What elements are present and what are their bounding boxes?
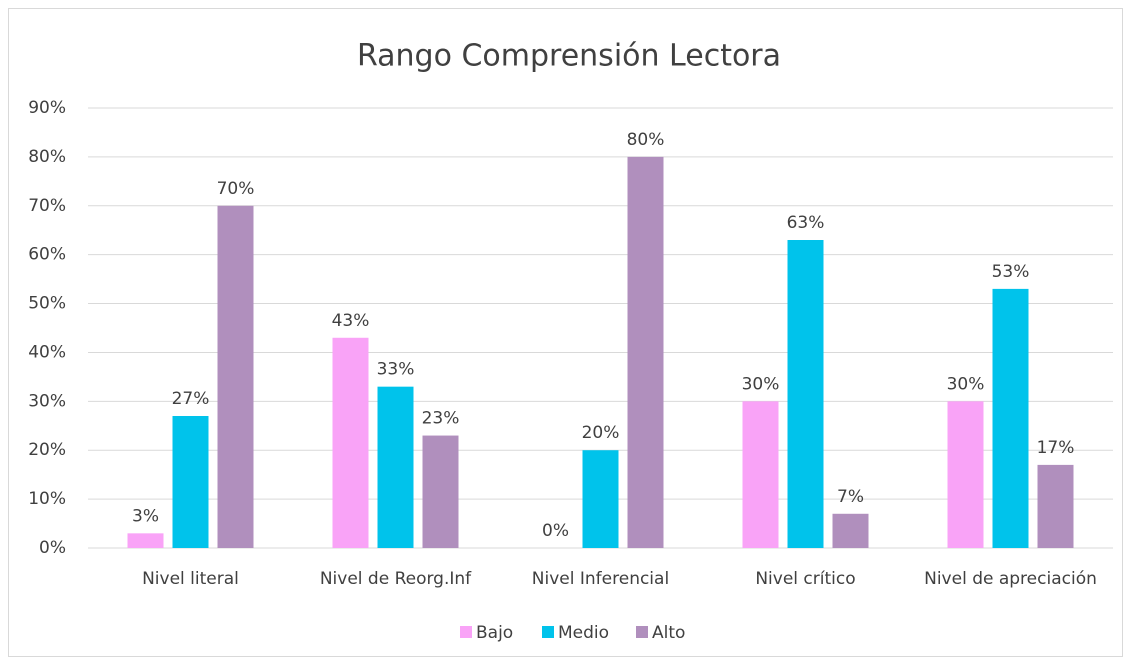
data-label: 17% <box>1037 438 1075 458</box>
bar <box>582 450 619 548</box>
bar <box>217 205 254 548</box>
data-label: 70% <box>217 179 255 199</box>
data-label: 43% <box>332 311 370 331</box>
y-tick-label: 40% <box>28 342 66 362</box>
bar <box>787 240 824 548</box>
bar <box>947 401 984 548</box>
bar <box>832 513 869 548</box>
bar <box>627 156 664 548</box>
data-label: 80% <box>627 130 665 150</box>
x-tick-label: Nivel Inferencial <box>532 569 669 589</box>
bar <box>992 288 1029 548</box>
chart-title: Rango Comprensión Lectora <box>357 39 781 74</box>
bar <box>332 337 369 548</box>
x-tick-label: Nivel literal <box>142 569 239 589</box>
y-tick-label: 0% <box>39 538 66 558</box>
data-label: 3% <box>132 506 159 526</box>
legend-label: Bajo <box>476 623 513 643</box>
bar <box>1037 464 1074 548</box>
legend-label: Alto <box>652 623 685 643</box>
data-label: 33% <box>377 360 415 380</box>
y-tick-label: 90% <box>28 98 66 118</box>
legend-swatch <box>460 626 472 638</box>
data-label: 30% <box>947 374 985 394</box>
y-tick-label: 70% <box>28 196 66 216</box>
data-label: 7% <box>837 487 864 507</box>
data-label: 27% <box>172 389 210 409</box>
bar <box>422 435 459 548</box>
y-tick-label: 20% <box>28 440 66 460</box>
data-label: 30% <box>742 374 780 394</box>
y-tick-label: 30% <box>28 391 66 411</box>
y-tick-label: 60% <box>28 245 66 265</box>
legend-swatch <box>542 626 554 638</box>
data-label: 0% <box>542 521 569 541</box>
data-label: 63% <box>787 213 825 233</box>
chart-border <box>8 8 1123 657</box>
x-tick-label: Nivel de apreciación <box>924 569 1097 589</box>
y-tick-label: 80% <box>28 147 66 167</box>
data-label: 23% <box>422 409 460 429</box>
x-tick-label: Nivel de Reorg.Inf <box>320 569 472 589</box>
legend-swatch <box>636 626 648 638</box>
bar <box>742 401 779 548</box>
bar <box>172 416 209 548</box>
data-label: 20% <box>582 423 620 443</box>
legend-label: Medio <box>558 623 609 643</box>
y-tick-label: 50% <box>28 294 66 314</box>
bar <box>377 386 414 548</box>
data-label: 53% <box>992 262 1030 282</box>
y-tick-label: 10% <box>28 489 66 509</box>
x-tick-label: Nivel crítico <box>755 569 855 589</box>
bar <box>127 533 164 548</box>
